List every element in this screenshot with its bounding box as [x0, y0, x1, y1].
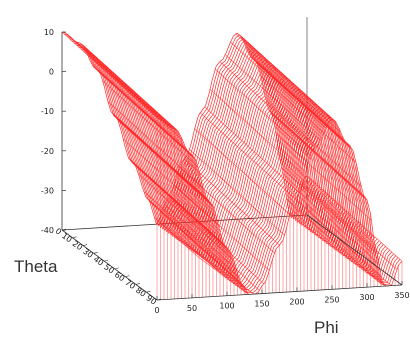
- theta-tick-label: 90: [145, 293, 159, 306]
- theta-axis-line: [61, 229, 158, 301]
- surface-phi-line: [148, 200, 245, 287]
- surface-phi-line: [199, 112, 296, 199]
- theta-tick-label: 70: [123, 278, 137, 291]
- theta-tick-label: 30: [81, 247, 95, 260]
- surface-phi-line: [225, 54, 321, 141]
- surface-phi-line: [117, 120, 214, 207]
- z-tick-label: 10: [44, 28, 54, 37]
- surface-phi-line: [107, 101, 204, 188]
- theta-tick-mark: [104, 259, 109, 262]
- z-tick-label: 0: [49, 68, 54, 77]
- surface-phi-line: [153, 216, 250, 295]
- surface-phi-line: [281, 167, 377, 254]
- surface-phi-line: [265, 100, 362, 187]
- phi-tick-label: 250: [324, 295, 339, 304]
- surface-phi-line: [128, 157, 224, 244]
- surface-mesh: [61, 31, 403, 300]
- z-tick-label: -40: [41, 226, 54, 235]
- surface-phi-line: [102, 80, 199, 168]
- phi-tick-label: 0: [154, 306, 159, 315]
- surface-phi-line: [72, 38, 168, 125]
- theta-tick-label: 60: [113, 270, 127, 283]
- surface-phi-line: [250, 56, 347, 144]
- theta-tick-mark: [61, 228, 67, 231]
- theta-tick-label: 80: [134, 286, 148, 299]
- surface-phi-line: [179, 166, 275, 254]
- surface-phi-line: [97, 69, 193, 156]
- surface-phi-line: [209, 89, 306, 176]
- theta-tick-label: 20: [71, 239, 85, 252]
- surface-phi-line: [255, 60, 352, 147]
- z-tick-label: -20: [41, 147, 54, 156]
- theta-tick-mark: [72, 236, 77, 239]
- surface-phi-line: [219, 61, 316, 148]
- z-axis-ticks: 10 0 -10 -20 -30 -40: [41, 28, 66, 235]
- surface-phi-line: [260, 76, 357, 163]
- surface-phi-line: [189, 149, 285, 236]
- surface-phi-line: [306, 175, 403, 262]
- surface-phi-line: [82, 44, 178, 131]
- surface-phi-line: [143, 191, 239, 278]
- theta-tick-label: 40: [92, 255, 106, 268]
- phi-tick-label: 200: [289, 297, 304, 306]
- surface-phi-line: [296, 200, 392, 286]
- surface-phi-line: [77, 42, 173, 129]
- surface-phi-line: [87, 54, 183, 141]
- phi-axis-title: Phi: [314, 318, 339, 337]
- phi-tick-label: 300: [359, 293, 374, 302]
- surface-phi-line: [271, 113, 367, 201]
- floor-grid: [61, 214, 403, 301]
- z-tick-label: -10: [41, 107, 54, 116]
- surface-phi-line: [204, 106, 301, 194]
- theta-tick-label: 0: [54, 226, 63, 236]
- right-floor-edge: [306, 214, 403, 286]
- surface-phi-line: [133, 162, 229, 250]
- surface-phi-line: [158, 220, 255, 295]
- theta-tick-mark: [114, 267, 119, 270]
- theta-tick-mark: [146, 290, 151, 293]
- surface-phi-line: [61, 31, 158, 119]
- theta-tick-mark: [83, 244, 88, 246]
- phi-tick-label: 150: [254, 300, 269, 309]
- phi-tick-label: 50: [187, 304, 197, 313]
- surface-phi-line: [92, 65, 188, 152]
- surface-phi-line: [230, 41, 326, 129]
- theta-tick-label: 50: [102, 262, 116, 275]
- surface-phi-line: [214, 68, 311, 156]
- surface-phi-line: [245, 46, 342, 133]
- theta-tick-mark: [156, 298, 162, 301]
- phi-tick-label: 100: [219, 302, 234, 311]
- phi-tick-label: 350: [394, 291, 409, 300]
- phi-axis-ticks: 0 50 100 150 200 250 300 350: [154, 281, 410, 315]
- surface-phi-line: [194, 128, 290, 215]
- theta-tick-mark: [125, 275, 130, 277]
- surface-phi-line: [240, 35, 336, 122]
- phi-axis-line: [156, 284, 403, 301]
- theta-tick-label: 10: [60, 231, 74, 244]
- z-tick-label: -30: [41, 186, 54, 195]
- theta-tick-mark: [93, 252, 98, 254]
- surface-phi-line: [138, 173, 234, 261]
- surface-phi-line: [174, 184, 270, 271]
- surface-phi-line: [163, 203, 260, 291]
- theta-axis-title: Theta: [14, 257, 58, 276]
- surface-phi-line: [276, 134, 372, 221]
- theta-tick-mark: [135, 283, 140, 285]
- surface-phi-line: [184, 158, 280, 246]
- surface-phi-line: [235, 33, 331, 120]
